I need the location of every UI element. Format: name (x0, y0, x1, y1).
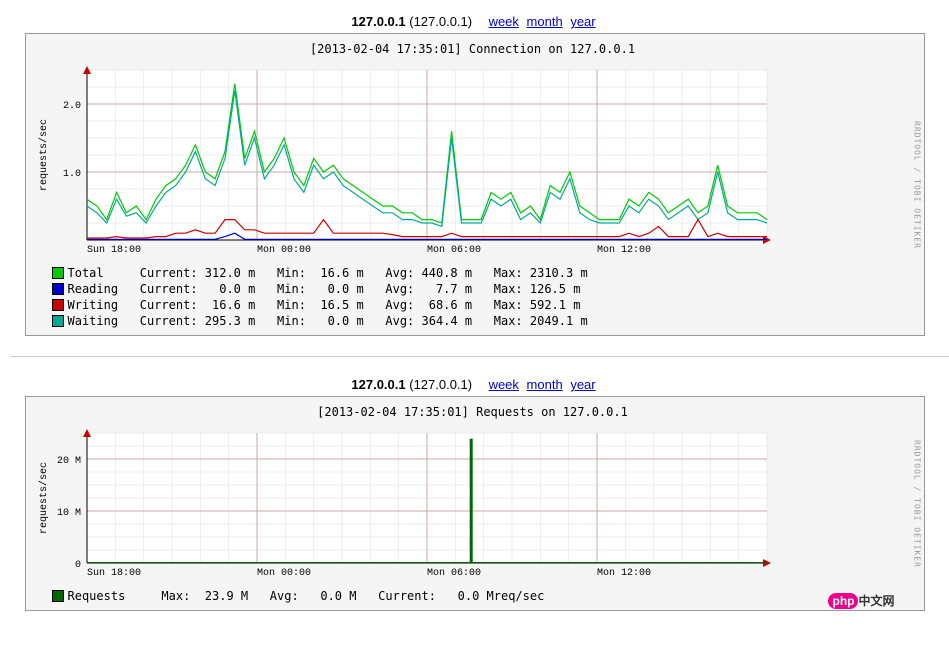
host-bold: 127.0.0.1 (351, 14, 405, 29)
rrdtool-credit: RRDTOOL / TOBI OETIKER (908, 403, 922, 604)
svg-text:10 M: 10 M (56, 508, 80, 519)
legend-block: Total Current: 312.0 m Min: 16.6 m Avg: … (52, 265, 914, 329)
link-year[interactable]: year (570, 14, 595, 29)
svg-text:20 M: 20 M (56, 456, 80, 467)
svg-text:Mon 12:00: Mon 12:00 (597, 568, 651, 579)
svg-text:Mon 06:00: Mon 06:00 (427, 245, 481, 256)
legend-label: Total Current: 312.0 m Min: 16.6 m Avg: … (68, 265, 588, 281)
svg-text:2.0: 2.0 (62, 101, 80, 112)
legend-row: Waiting Current: 295.3 m Min: 0.0 m Avg:… (52, 313, 914, 329)
watermark-php: php (828, 593, 858, 609)
legend-swatch (52, 590, 64, 602)
link-month[interactable]: month (527, 14, 563, 29)
svg-text:0: 0 (74, 560, 80, 571)
legend-label: Writing Current: 16.6 m Min: 16.5 m Avg:… (68, 297, 581, 313)
svg-text:1.0: 1.0 (62, 169, 80, 180)
range-links: week month year (487, 14, 598, 29)
separator (10, 356, 949, 357)
connection-panel: 127.0.0.1 (127.0.0.1) week month year RR… (25, 14, 925, 336)
graph-box: RRDTOOL / TOBI OETIKER [2013-02-04 17:35… (25, 396, 925, 611)
watermark-cn: 中文网 (858, 594, 894, 608)
requests-chart: Sun 18:00 Mon 00:00 Mon 06:00 Mon 12:00 0 10 … (32, 423, 914, 584)
legend-swatch (52, 267, 64, 279)
graph-title: [2013-02-04 17:35:01] Requests on 127.0.… (32, 405, 914, 419)
range-links: week month year (487, 377, 598, 392)
legend-block: Requests Max: 23.9 M Avg: 0.0 M Current:… (52, 588, 914, 604)
graph-box: RRDTOOL / TOBI OETIKER [2013-02-04 17:35… (25, 33, 925, 336)
svg-text:Mon 06:00: Mon 06:00 (427, 568, 481, 579)
rrdtool-credit: RRDTOOL / TOBI OETIKER (908, 40, 922, 329)
legend-row: Total Current: 312.0 m Min: 16.6 m Avg: … (52, 265, 914, 281)
panel-title-row: 127.0.0.1 (127.0.0.1) week month year (25, 14, 925, 29)
legend-swatch (52, 283, 64, 295)
svg-text:Sun 18:00: Sun 18:00 (87, 568, 141, 579)
legend-swatch (52, 315, 64, 327)
legend-swatch (52, 299, 64, 311)
legend-row: Writing Current: 16.6 m Min: 16.5 m Avg:… (52, 297, 914, 313)
connection-chart: Sun 18:00 Mon 00:00 Mon 06:00 Mon 12:00 1.0 2… (32, 60, 914, 261)
legend-row: Requests Max: 23.9 M Avg: 0.0 M Current:… (52, 588, 914, 604)
svg-text:Mon 00:00: Mon 00:00 (257, 245, 311, 256)
link-week[interactable]: week (489, 377, 519, 392)
svg-text:requests/sec: requests/sec (38, 462, 50, 534)
link-week[interactable]: week (489, 14, 519, 29)
link-year[interactable]: year (570, 377, 595, 392)
panel-title-row: 127.0.0.1 (127.0.0.1) week month year (25, 377, 925, 392)
legend-label: Reading Current: 0.0 m Min: 0.0 m Avg: 7… (68, 281, 581, 297)
graph-title: [2013-02-04 17:35:01] Connection on 127.… (32, 42, 914, 56)
link-month[interactable]: month (527, 377, 563, 392)
svg-text:requests/sec: requests/sec (38, 119, 50, 191)
svg-text:Sun 18:00: Sun 18:00 (87, 245, 141, 256)
host-paren: (127.0.0.1) (409, 14, 472, 29)
svg-text:Mon 12:00: Mon 12:00 (597, 245, 651, 256)
legend-row: Reading Current: 0.0 m Min: 0.0 m Avg: 7… (52, 281, 914, 297)
watermark: php中文网 (828, 592, 894, 609)
host-paren: (127.0.0.1) (409, 377, 472, 392)
host-bold: 127.0.0.1 (351, 377, 405, 392)
legend-label: Waiting Current: 295.3 m Min: 0.0 m Avg:… (68, 313, 588, 329)
legend-label: Requests Max: 23.9 M Avg: 0.0 M Current:… (68, 588, 545, 604)
requests-panel: 127.0.0.1 (127.0.0.1) week month year RR… (25, 377, 925, 611)
svg-text:Mon 00:00: Mon 00:00 (257, 568, 311, 579)
